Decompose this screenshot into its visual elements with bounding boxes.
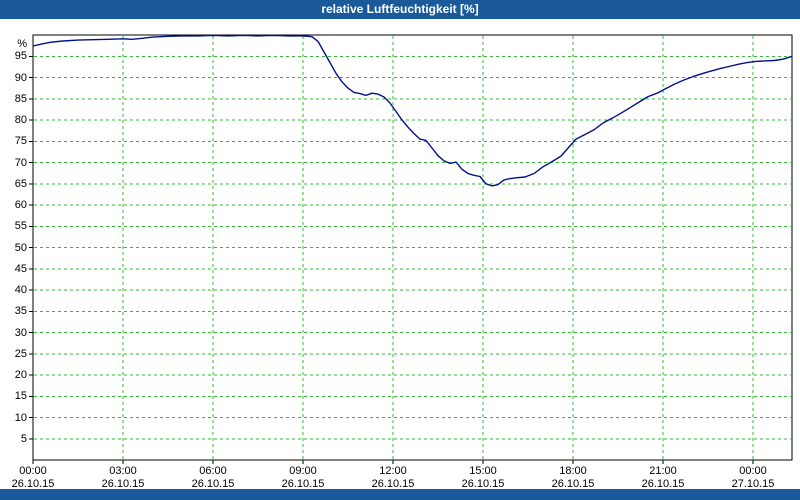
y-tick-label: 90	[14, 71, 27, 84]
y-tick-label: 35	[14, 305, 27, 318]
humidity-line	[32, 34, 793, 187]
x-tick-time-label: 09:00	[289, 465, 317, 477]
window-bottom-bar	[0, 489, 800, 500]
y-tick-label: 20	[14, 369, 27, 381]
x-tick-time-label: 12:00	[379, 465, 407, 477]
y-tick-label: 30	[14, 326, 27, 339]
y-tick-label: 65	[14, 177, 27, 190]
y-tick-label: 5	[20, 432, 27, 445]
x-tick-date-label: 26.10.15	[461, 478, 505, 490]
x-tick-date-label: 26.10.15	[191, 478, 235, 490]
y-tick-label: 15	[14, 390, 27, 403]
x-tick-date-label: 26.10.15	[281, 478, 325, 490]
y-tick-label: 55	[14, 220, 27, 233]
x-tick-time-label: 21:00	[649, 465, 677, 477]
x-tick-date-label: 26.10.15	[551, 478, 595, 490]
x-tick-time-label: 03:00	[109, 465, 137, 477]
x-tick-time-label: 15:00	[469, 465, 497, 477]
x-tick-date-label: 26.10.15	[11, 478, 55, 490]
y-tick-label: 70	[14, 156, 27, 169]
y-tick-label: 95	[14, 50, 27, 63]
x-tick-date-label: 26.10.15	[641, 478, 685, 490]
y-tick-label: 10	[14, 411, 27, 424]
y-tick-label: 75	[14, 135, 27, 148]
y-tick-label: 25	[14, 347, 27, 360]
y-tick-label: 45	[14, 262, 27, 275]
y-axis-unit-label: %	[17, 38, 27, 50]
x-tick-date-label: 26.10.15	[101, 478, 145, 490]
window-title-bar: relative Luftfeuchtigkeit [%]	[0, 0, 800, 19]
plot-canvas	[29, 34, 793, 464]
x-tick-date-label: 27.10.15	[731, 478, 775, 490]
humidity-chart: % 5 10 15 20 25 30 35 40 45 50 55 60 65 70 75 80 85 90 95 00…	[0, 19, 800, 490]
window-title: relative Luftfeuchtigkeit [%]	[321, 2, 479, 16]
x-tick-date-label: 26.10.15	[371, 478, 415, 490]
y-tick-label: 40	[14, 284, 27, 296]
x-tick-time-label: 00:00	[739, 465, 767, 477]
y-tick-label: 85	[14, 92, 27, 105]
y-tick-label: 50	[14, 241, 27, 254]
x-tick-time-label: 00:00	[19, 465, 47, 477]
x-tick-time-label: 06:00	[199, 465, 227, 477]
y-tick-label: 60	[14, 199, 27, 211]
x-tick-time-label: 18:00	[559, 465, 587, 477]
y-tick-label: 80	[14, 114, 27, 126]
